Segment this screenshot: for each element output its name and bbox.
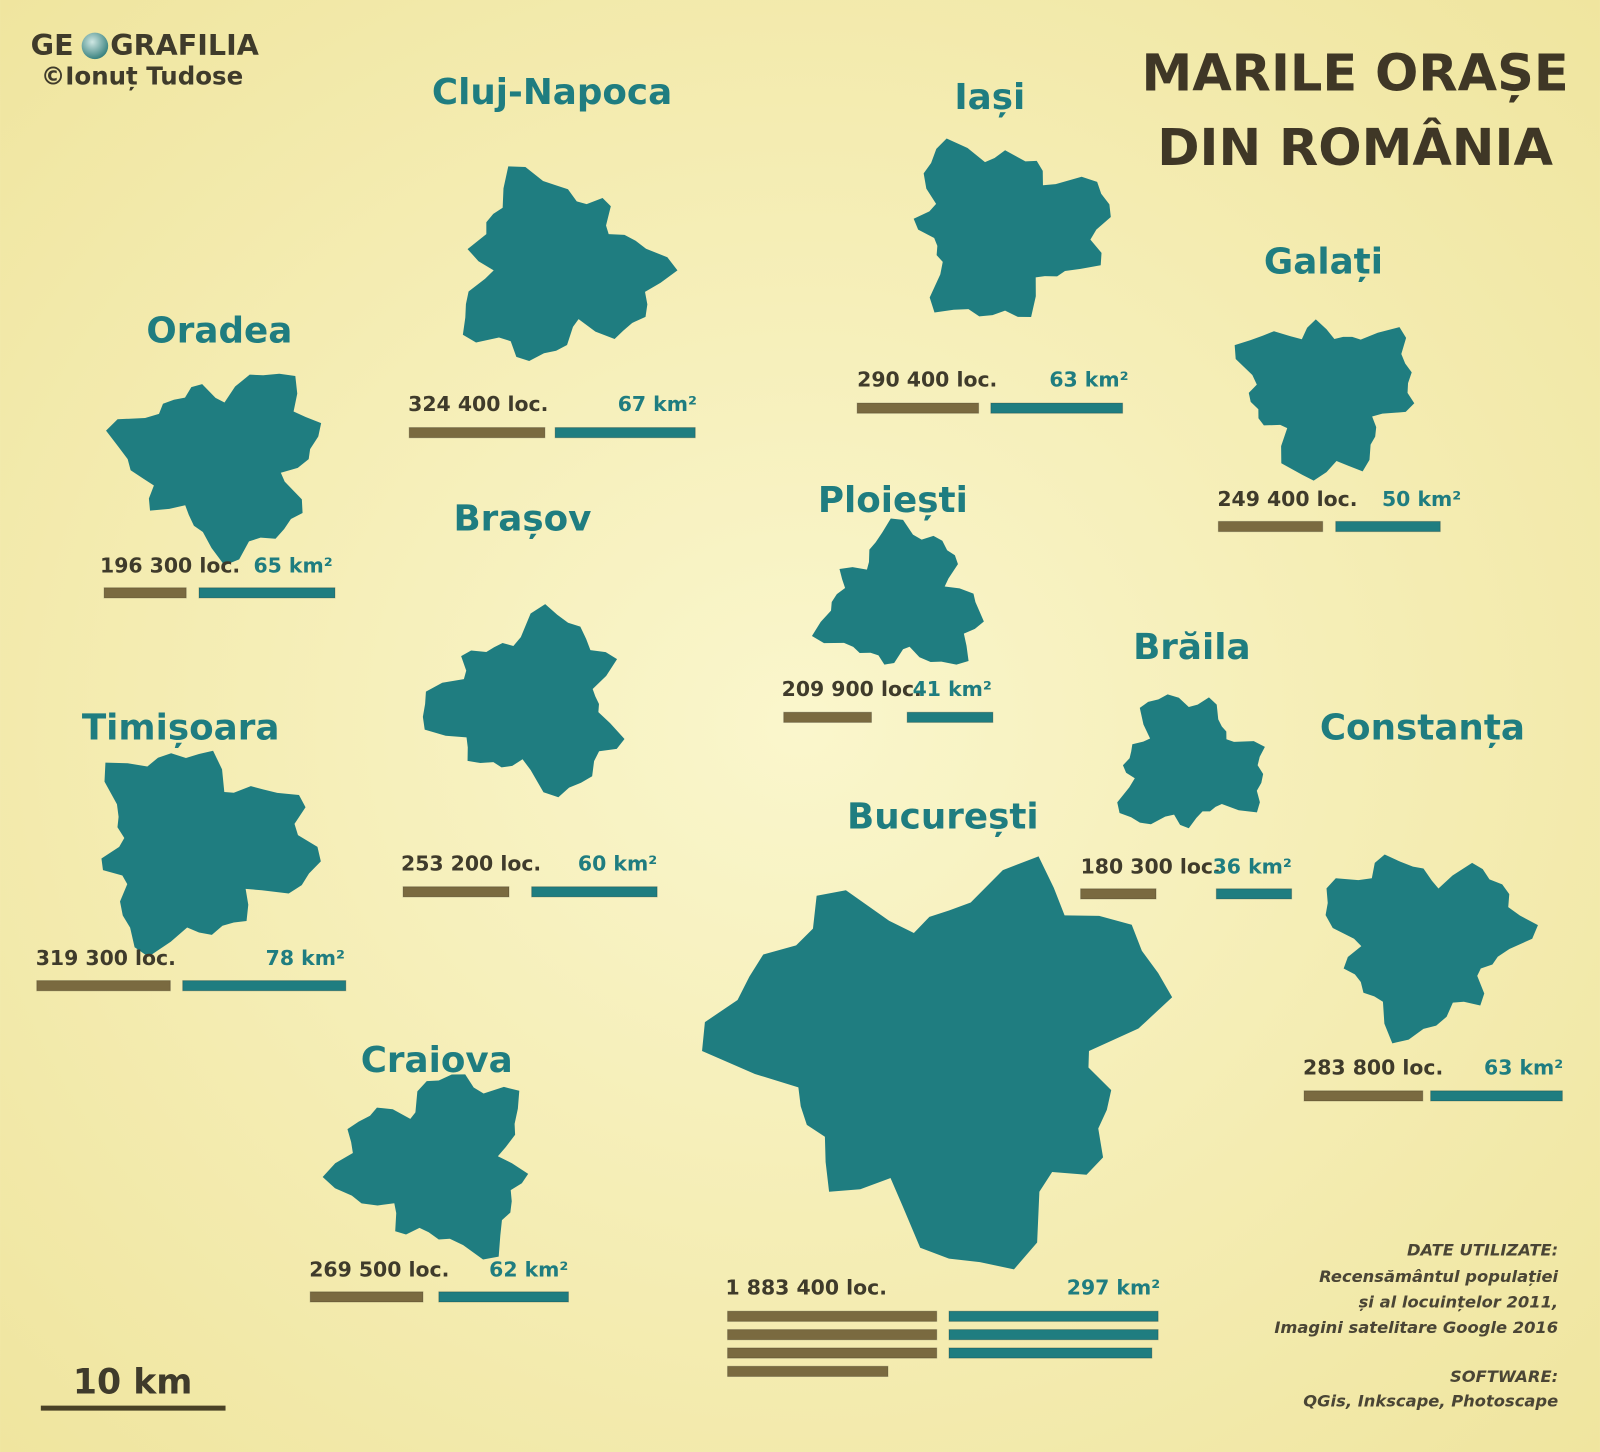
population-label: 196 300 loc. xyxy=(100,553,240,577)
logo-globe xyxy=(81,32,109,60)
bar xyxy=(1080,888,1157,900)
city-shape xyxy=(1325,854,1538,1044)
sources-heading: DATE UTILIZATE: xyxy=(1407,1240,1558,1259)
population-label: 180 300 loc. xyxy=(1081,854,1221,878)
population-label: 283 800 loc. xyxy=(1303,1055,1443,1079)
bar xyxy=(198,587,336,599)
source-line: Imagini satelitare Google 2016 xyxy=(1274,1318,1558,1337)
population-label: 269 500 loc. xyxy=(309,1257,449,1281)
bar xyxy=(1303,1090,1424,1102)
city-name: Galați xyxy=(1264,241,1383,282)
population-label: 253 200 loc. xyxy=(401,851,541,875)
city-name: Constanța xyxy=(1320,708,1525,749)
area-label: 78 km² xyxy=(266,946,345,970)
bar xyxy=(1217,520,1324,533)
area-label: 67 km² xyxy=(618,392,697,416)
bar xyxy=(182,980,347,992)
city-shape xyxy=(1117,694,1265,829)
bar xyxy=(554,427,696,439)
city-shape xyxy=(1234,319,1415,481)
bar xyxy=(531,886,658,898)
bar xyxy=(408,427,546,439)
city-name: Brașov xyxy=(453,498,591,539)
bar xyxy=(948,1329,1159,1341)
area-label: 36 km² xyxy=(1213,854,1292,878)
title-line: DIN ROMÂNIA xyxy=(1157,117,1553,178)
area-label: 63 km² xyxy=(1484,1055,1563,1079)
city-name: Craiova xyxy=(361,1040,513,1081)
cities: Cluj-Napoca 324 400 loc. 67 km² Iași 290 400… xyxy=(36,72,1563,1378)
city-name: Oradea xyxy=(146,311,292,352)
city-name: Timișoara xyxy=(82,708,280,749)
bar xyxy=(906,711,994,723)
bar xyxy=(1335,520,1441,533)
area-label: 297 km² xyxy=(1067,1276,1160,1300)
source-line: Recensământul populației xyxy=(1319,1267,1558,1286)
scale-label: 10 km xyxy=(73,1363,193,1403)
source-line: și al locuințelor 2011, xyxy=(1359,1293,1559,1312)
title-line: MARILE ORAȘE xyxy=(1141,45,1568,104)
city-shape xyxy=(702,856,1173,1270)
bar xyxy=(727,1347,938,1359)
population-label: 319 300 loc. xyxy=(36,946,176,970)
bar xyxy=(438,1291,569,1303)
software-heading: SOFTWARE: xyxy=(1450,1367,1558,1386)
bar xyxy=(36,980,171,992)
city-name: Iași xyxy=(954,77,1025,118)
bar xyxy=(856,402,980,414)
area-label: 50 km² xyxy=(1382,487,1461,511)
area-label: 65 km² xyxy=(253,553,332,577)
population-label: 209 900 loc. xyxy=(782,677,922,701)
bar xyxy=(948,1310,1159,1322)
city-shape xyxy=(913,138,1111,318)
area-label: 41 km² xyxy=(913,677,992,701)
area-label: 63 km² xyxy=(1049,368,1128,392)
bar xyxy=(402,886,510,898)
area-label: 62 km² xyxy=(489,1257,568,1281)
city-shape xyxy=(811,518,984,665)
bar xyxy=(1215,888,1293,900)
bar xyxy=(309,1291,424,1303)
city-name: Ploiești xyxy=(818,480,968,521)
city-shape xyxy=(322,1074,529,1260)
bar xyxy=(727,1329,938,1341)
bar xyxy=(990,402,1124,414)
city-name: București xyxy=(847,796,1039,837)
bar xyxy=(103,587,187,599)
author: ©Ionuț Tudose xyxy=(41,62,243,91)
logo-right: GRAFILIA xyxy=(110,28,259,62)
city-shape xyxy=(422,604,625,798)
bar xyxy=(727,1365,889,1378)
bar xyxy=(727,1310,938,1322)
software-line: QGis, Inkscape, Photoscape xyxy=(1303,1392,1558,1411)
population-label: 249 400 loc. xyxy=(1217,487,1357,511)
city-name: Cluj-Napoca xyxy=(432,72,672,113)
population-label: 1 883 400 loc. xyxy=(726,1276,887,1300)
city-shape xyxy=(462,166,678,362)
city-name: Brăila xyxy=(1133,627,1250,668)
city-shape xyxy=(101,750,321,957)
bar xyxy=(948,1347,1153,1359)
logo-left: GE xyxy=(31,28,74,62)
population-label: 324 400 loc. xyxy=(408,392,548,416)
area-label: 60 km² xyxy=(578,851,657,875)
city-shape xyxy=(106,373,322,566)
population-label: 290 400 loc. xyxy=(857,368,997,392)
bar xyxy=(783,711,872,723)
bar xyxy=(1430,1090,1563,1102)
